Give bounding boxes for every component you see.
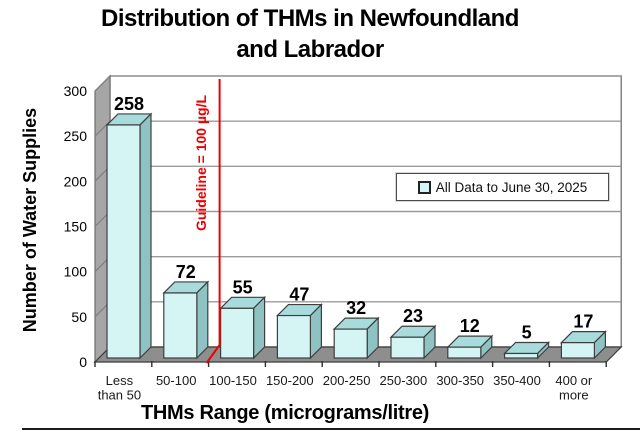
bar-side-face: [139, 112, 152, 360]
y-tick-label: 150: [64, 219, 88, 235]
bottom-border-line: [22, 428, 640, 430]
x-tick-label: 50-100: [156, 373, 196, 388]
bar: [106, 124, 141, 359]
x-tick-label: 200-250: [323, 373, 371, 388]
y-axis-title: Number of Water Supplies: [20, 107, 40, 333]
chart-title-line2: and Labrador: [236, 36, 384, 63]
guideline-label: Guideline = 100 µg/L: [193, 94, 209, 232]
y-tick-label: 250: [64, 128, 88, 144]
bar-value-label: 12: [460, 316, 480, 336]
x-tick-label: 400 or: [555, 373, 593, 388]
bar-value-label: 32: [346, 298, 366, 318]
left-wall-gridline: [94, 75, 111, 92]
bar: [390, 336, 425, 359]
bar-value-label: 17: [573, 312, 593, 332]
bar-value-label: 72: [176, 262, 196, 282]
y-tick-label: 100: [64, 264, 88, 280]
x-tick-label: 250-300: [380, 373, 428, 388]
bar: [220, 307, 255, 359]
bar-value-label: 23: [403, 306, 423, 326]
bar: [447, 346, 482, 359]
x-tick-label: 300-350: [436, 373, 484, 388]
y-tick-label: 200: [64, 173, 88, 189]
bar-value-label: 55: [233, 277, 253, 297]
chart-title-line1: Distribution of THMs in Newfoundland: [101, 5, 519, 32]
bar-side-face: [253, 295, 266, 360]
x-tick-label: more: [559, 388, 589, 403]
x-axis-title: THMs Range (micrograms/litre): [140, 402, 430, 424]
x-tick-label: 150-200: [266, 373, 314, 388]
bar-value-label: 5: [522, 322, 532, 342]
legend-label: All Data to June 30, 2025: [435, 179, 588, 195]
bar-value-label: 258: [114, 94, 144, 114]
x-tick-label: than 50: [98, 388, 141, 403]
bar-value-label: 47: [289, 285, 309, 305]
bar: [333, 328, 368, 359]
bar-side-face: [196, 280, 209, 360]
bar: [276, 314, 311, 359]
y-tick-label: 0: [79, 354, 87, 370]
y-tick-label: 300: [64, 83, 88, 99]
bar: [163, 292, 198, 359]
chart-title: Distribution of THMs in Newfoundland and…: [0, 3, 620, 65]
guideline-line: [205, 79, 221, 364]
x-tick-label: Less: [106, 373, 134, 388]
x-tick-label: 350-400: [493, 373, 541, 388]
y-tick-label: 50: [71, 309, 87, 325]
bar: [560, 342, 596, 359]
bar: [504, 352, 539, 359]
legend: All Data to June 30, 2025: [396, 173, 609, 201]
x-tick-label: 100-150: [209, 373, 257, 388]
legend-series-marker-icon: [417, 180, 431, 194]
